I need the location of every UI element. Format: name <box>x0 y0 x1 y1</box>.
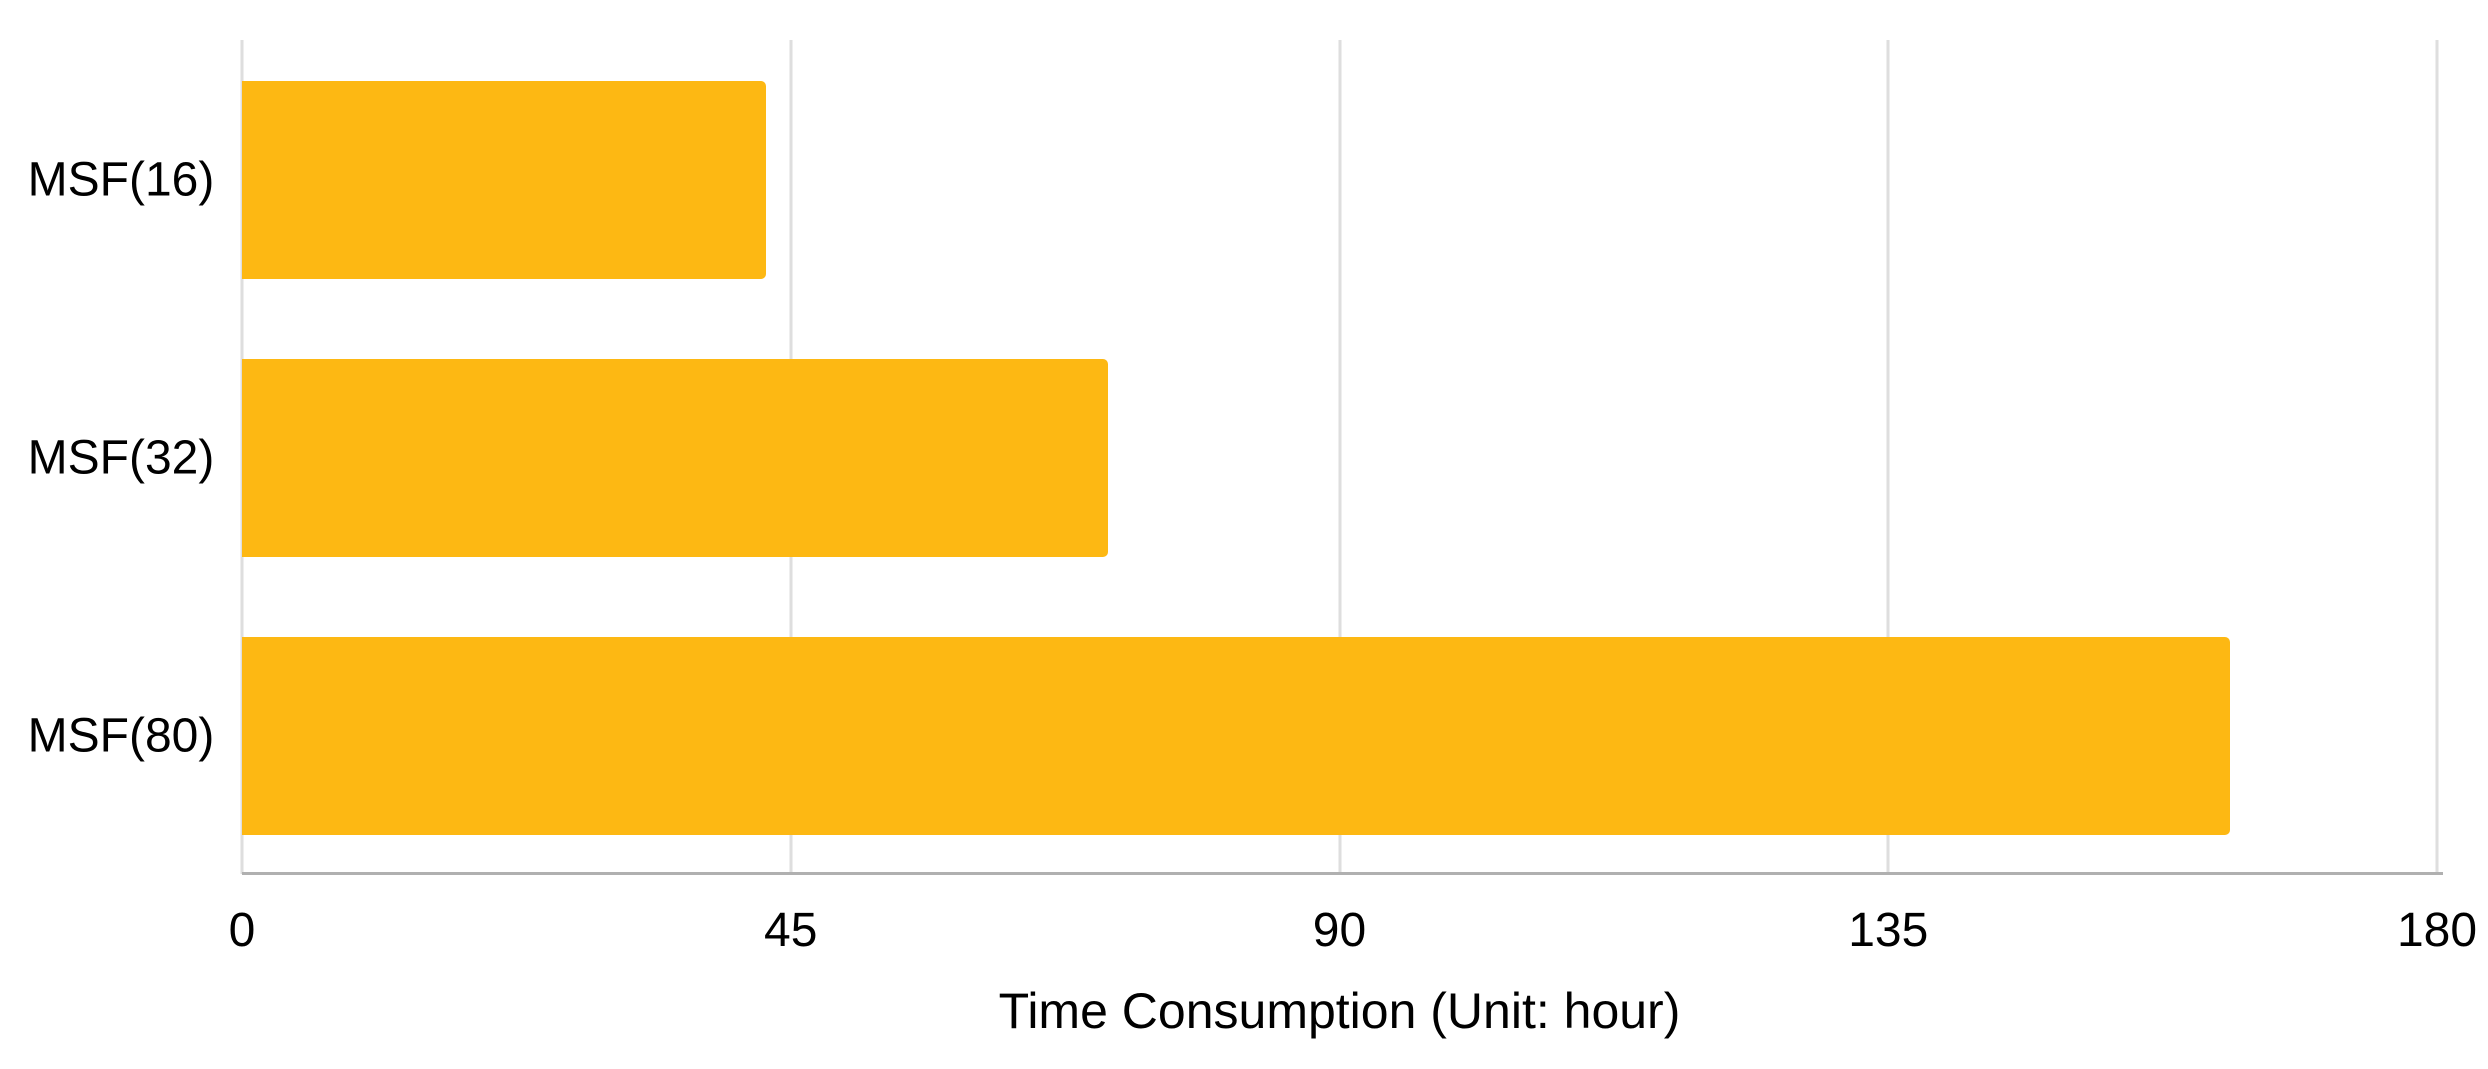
gridline-x-135 <box>1886 40 1890 874</box>
x-tick-label: 90 <box>1312 904 1367 957</box>
x-tick-label: 180 <box>2396 904 2478 957</box>
x-axis-title: Time Consumption (Unit: hour) <box>998 983 1681 1039</box>
bar-msf-32 <box>242 359 1108 557</box>
category-label: MSF(16) <box>27 153 215 207</box>
bar-msf-80 <box>242 637 2230 835</box>
gridline-x-90 <box>1338 40 1341 874</box>
bar-msf-16 <box>242 81 767 279</box>
category-label: MSF(32) <box>27 431 215 485</box>
category-label: MSF(80) <box>27 709 215 763</box>
plot-area <box>240 40 2439 874</box>
gridline-x-180 <box>2435 40 2439 874</box>
x-tick-label: 135 <box>1848 904 1929 957</box>
x-tick-label: 45 <box>764 904 818 957</box>
x-tick-label: 0 <box>228 904 256 957</box>
x-axis-line <box>242 872 2443 875</box>
